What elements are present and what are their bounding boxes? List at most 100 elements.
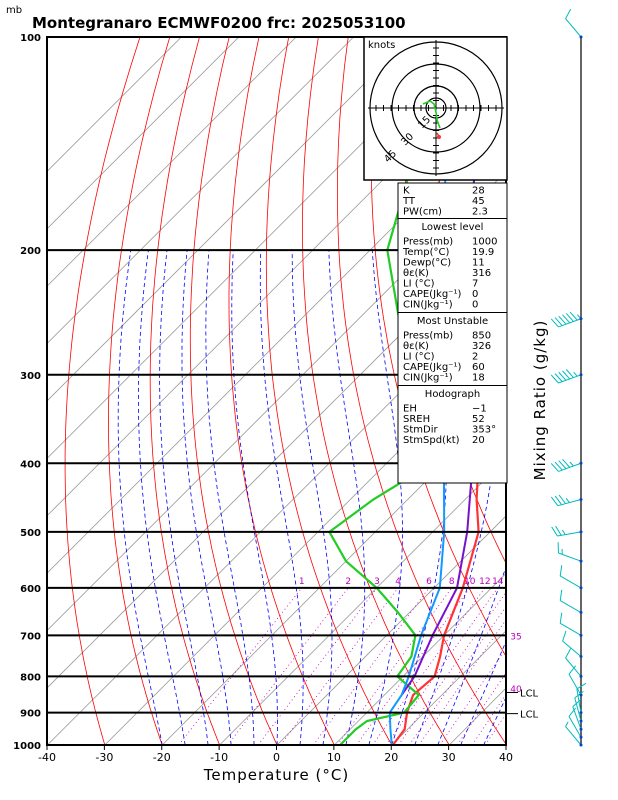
index-value: 20 xyxy=(472,435,485,446)
isotherm-line xyxy=(47,37,182,172)
mixing-ratio-tick-label: 3 xyxy=(374,577,380,587)
index-value: 28 xyxy=(472,186,485,197)
wind-barb xyxy=(565,8,583,39)
y-tick-label: 600 xyxy=(20,584,41,595)
mixing-ratio-line xyxy=(456,672,506,745)
y-tick-label: 200 xyxy=(20,246,41,257)
moist-adiabat xyxy=(138,250,186,745)
dry-adiabat xyxy=(189,37,278,745)
isotherm-line xyxy=(47,228,506,689)
moist-adiabat xyxy=(117,250,163,745)
hodograph-unit-label: knots xyxy=(368,40,395,51)
index-value: 1000 xyxy=(472,237,497,248)
mixing-ratio-tick-label: 10 xyxy=(464,577,476,587)
plot-area xyxy=(47,37,618,745)
index-label: Temp(°C) xyxy=(402,247,450,258)
wind-barb xyxy=(557,542,583,563)
x-tick-label: -30 xyxy=(95,751,113,764)
index-value: 2 xyxy=(472,352,478,363)
x-tick-label: 20 xyxy=(384,751,398,764)
index-label: θε(K) xyxy=(403,341,429,352)
mixing-ratio-line xyxy=(336,587,453,745)
mixing-ratio-tick-label: 14 xyxy=(492,577,504,587)
y-tick-label: 900 xyxy=(20,709,41,720)
wind-barb xyxy=(562,630,583,659)
mixing-ratio-tick-label: 40 xyxy=(510,685,522,695)
y-tick-label: 800 xyxy=(20,672,41,683)
mixing-ratio-line xyxy=(257,587,378,745)
mixing-ratio-tick-label: 2 xyxy=(345,577,351,587)
section-heading: Hodograph xyxy=(425,389,480,400)
index-value: 326 xyxy=(472,341,491,352)
index-value: 7 xyxy=(472,279,478,290)
index-label: StmDir xyxy=(403,425,438,436)
y-tick-label: 1000 xyxy=(13,741,41,752)
dry-adiabat xyxy=(108,37,171,745)
index-value: 316 xyxy=(472,268,491,279)
wind-barb xyxy=(550,369,583,384)
isotherm-line xyxy=(564,37,618,745)
index-value: 11 xyxy=(472,258,485,269)
isotherm-line xyxy=(507,37,618,745)
wind-barb xyxy=(565,721,583,747)
lcl-label: LCL xyxy=(520,688,539,699)
moist-adiabat xyxy=(181,250,232,745)
mixing-ratio-tick-label: 35 xyxy=(510,632,521,642)
index-value: 353° xyxy=(472,425,496,436)
mixing-ratio-tick-label: 12 xyxy=(479,577,490,587)
mixing-ratio-line xyxy=(408,606,506,745)
moist-adiabat xyxy=(291,250,333,745)
index-value: 18 xyxy=(472,373,485,384)
y-tick-label: 700 xyxy=(20,631,41,642)
index-label: PW(cm) xyxy=(403,207,442,218)
mixing-ratio-line xyxy=(280,587,399,745)
dry-adiabat xyxy=(370,37,506,658)
dry-adiabat xyxy=(586,37,618,745)
dry-adiabat xyxy=(149,37,220,745)
x-tick-label: 30 xyxy=(442,751,456,764)
index-label: K xyxy=(403,186,410,197)
index-value: −1 xyxy=(472,404,487,415)
index-label: StmSpd(kt) xyxy=(403,435,460,446)
wind-barb xyxy=(568,707,583,739)
moist-adiabat xyxy=(159,250,209,745)
dry-adiabat xyxy=(228,37,335,745)
mixing-ratio-tick-label: 1 xyxy=(299,577,305,587)
x-axis-label: Temperature (°C) xyxy=(203,766,349,784)
wind-barb xyxy=(551,525,583,537)
index-value: 0 xyxy=(472,300,478,311)
isotherm-line xyxy=(47,171,506,632)
hodograph-storm-motion xyxy=(437,135,441,139)
dry-adiabat xyxy=(556,37,618,745)
isotherm-line xyxy=(47,37,240,230)
y-tick-label: 100 xyxy=(20,33,41,44)
moist-adiabat xyxy=(259,250,304,745)
index-label: Press(mb) xyxy=(403,237,453,248)
section-heading: Lowest level xyxy=(422,222,484,233)
index-label: TT xyxy=(402,196,416,207)
wind-barb xyxy=(550,459,583,472)
isotherm-line xyxy=(47,37,469,459)
wind-barb xyxy=(576,682,587,715)
index-value: 850 xyxy=(472,331,491,342)
index-value: 19.9 xyxy=(472,247,494,258)
dry-adiabat xyxy=(337,37,506,745)
index-label: LI (°C) xyxy=(403,352,435,363)
wind-barb xyxy=(574,690,584,723)
index-label: CIN(Jkg⁻¹) xyxy=(403,373,453,384)
x-tick-label: -20 xyxy=(153,751,171,764)
mixing-ratio-line xyxy=(439,647,506,745)
mixing-ratio-tick-label: 4 xyxy=(395,577,401,587)
wind-barb xyxy=(550,311,583,328)
index-label: EH xyxy=(403,404,417,415)
index-label: CAPE(Jkg⁻¹) xyxy=(403,289,461,300)
moist-adiabat xyxy=(507,250,618,745)
wind-barb xyxy=(559,589,583,615)
index-value: 60 xyxy=(472,362,485,373)
index-value: 52 xyxy=(472,414,485,425)
wind-barb xyxy=(565,648,583,678)
mixing-ratio-axis-label: Mixing Ratio (g/kg) xyxy=(531,320,549,481)
index-label: CAPE(Jkg⁻¹) xyxy=(403,362,461,373)
